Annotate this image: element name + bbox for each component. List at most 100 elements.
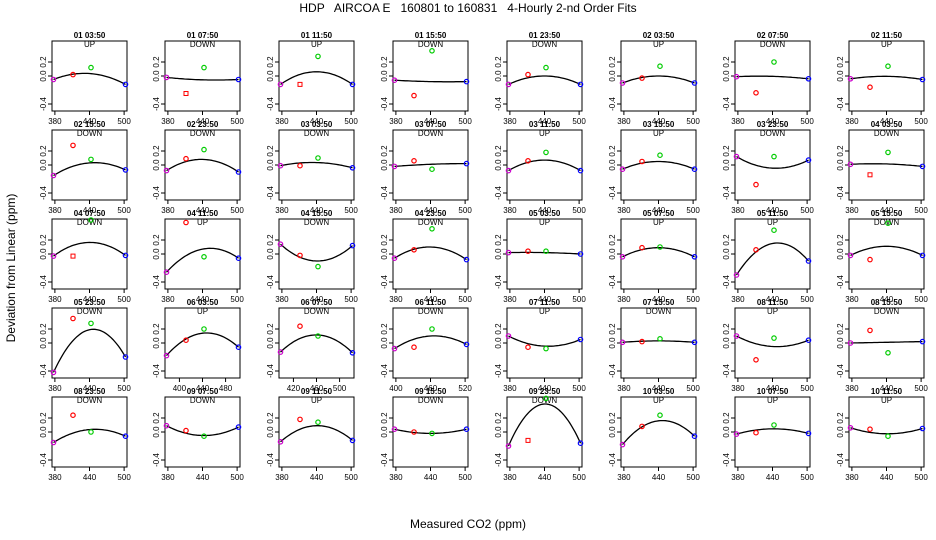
panel-title: 09 23:50 [529,387,561,396]
panel-title: 04 15:50 [301,209,333,218]
point-red [411,247,417,253]
point-low [277,349,284,355]
point-high [463,341,470,348]
x-tick-label: 380 [275,473,289,482]
x-tick-label: 380 [275,206,289,215]
y-tick-label: -0.4 [494,275,503,289]
panel-frame [506,396,583,468]
x-tick-label: 500 [686,117,700,126]
x-tick-label: 380 [731,473,745,482]
point-green [771,153,777,160]
x-tick-label: 380 [845,295,859,304]
x-tick-label: 500 [230,295,244,304]
y-tick-label: -0.4 [836,186,845,200]
y-tick-label: 0.2 [39,234,48,246]
x-tick-label: 500 [117,384,131,393]
point-red [70,315,76,322]
panel-title: 07 11:50 [529,298,561,307]
panel-direction: DOWN [77,129,103,138]
y-tick-label: 0.2 [380,56,389,68]
panel-direction: UP [539,129,550,138]
point-red [411,158,417,164]
x-tick-label: 380 [275,117,289,126]
x-tick-label: 500 [344,473,358,482]
point-low [391,426,398,433]
fit-curve [394,162,467,168]
point-high [805,430,812,437]
y-tick-label: 0.2 [722,412,731,424]
y-tick-label: 0.2 [152,145,161,157]
x-tick-label: 440 [652,117,666,126]
point-green [543,149,549,156]
panel-title: 06 11:50 [415,298,447,307]
point-high [919,163,926,170]
x-tick-label: 440 [424,206,438,215]
y-tick-label: -0.4 [266,275,275,289]
panel-frame [620,396,697,468]
point-green [657,335,663,342]
y-tick-label: 0.2 [380,323,389,335]
point-high [691,253,698,260]
x-tick-label: 380 [503,117,517,126]
x-tick-label: 440 [538,384,552,393]
panel-title: 02 07:50 [757,31,789,40]
point-low [391,345,398,352]
panel-direction: DOWN [418,307,444,316]
y-tick-label: 0.0 [722,337,731,349]
x-tick-label: 440 [310,295,324,304]
x-tick-label: 440 [652,473,666,482]
point-red [639,158,645,165]
x-tick-label: 440 [310,206,324,215]
fit-curve [736,428,809,435]
panel-direction: DOWN [418,40,444,49]
panel-direction: DOWN [190,40,216,49]
y-tick-label: 0.0 [608,426,617,438]
y-tick-label: -0.4 [380,97,389,111]
panel-title: 06 07:50 [301,298,333,307]
x-tick-label: 380 [617,117,631,126]
y-tick-label: 0.0 [39,159,48,171]
y-tick-label: 0.0 [608,248,617,260]
point-red [753,429,759,436]
y-tick-label: 0.2 [152,56,161,68]
y-tick-label: 0.0 [152,337,161,349]
point-low [391,77,398,84]
y-tick-label: 0.0 [722,159,731,171]
panel-frame [164,307,241,379]
point-low [50,76,57,83]
point-green [315,333,321,339]
x-tick-label: 440 [766,206,780,215]
panel-direction: DOWN [418,218,444,227]
x-tick-label: 440 [310,473,324,482]
point-low [391,255,398,262]
y-tick-label: 0.0 [266,159,275,171]
panel-title: 10 03:50 [643,387,675,396]
x-tick-label: 380 [48,117,62,126]
point-low [163,167,170,174]
point-red [297,252,303,259]
y-tick-label: 0.0 [722,426,731,438]
fit-curve [53,72,126,85]
fit-curve [736,75,809,80]
x-tick-label: 380 [731,384,745,393]
x-tick-label: 440 [880,206,894,215]
y-tick-label: 0.0 [494,70,503,82]
panel-title: 03 15:50 [643,120,675,129]
x-tick-label: 500 [458,206,472,215]
x-tick-label: 380 [48,206,62,215]
fit-curve [736,335,809,348]
panel-frame [620,218,697,290]
x-tick-label: 440 [880,295,894,304]
point-red [525,71,531,78]
panel-direction: UP [311,396,322,405]
panel-title: 08 11:50 [757,298,789,307]
y-tick-label: -0.4 [380,453,389,467]
fit-curve [166,158,239,173]
fit-curve [850,75,923,81]
